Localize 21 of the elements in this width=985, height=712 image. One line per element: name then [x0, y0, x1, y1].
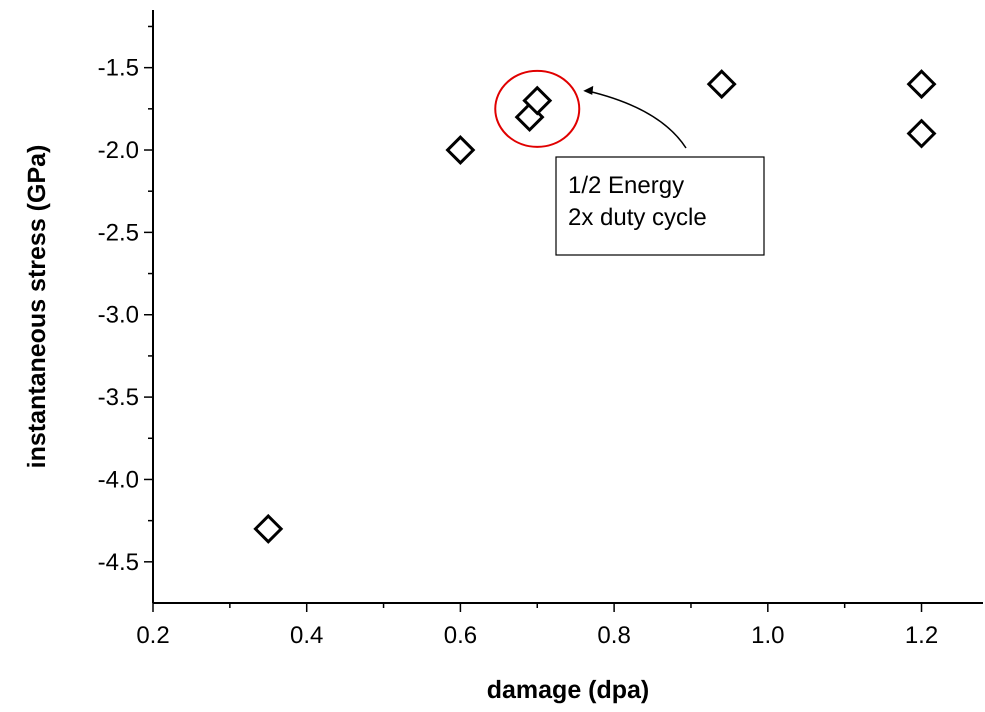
y-tick-label: -1.5	[98, 54, 139, 82]
point	[907, 119, 936, 148]
annotation: 1/2 Energy 2x duty cycle	[568, 172, 707, 231]
y-tick-label: -4.0	[98, 466, 139, 494]
x-tick-label: 0.8	[597, 622, 631, 649]
point	[707, 70, 736, 98]
x-tick-label: 0.2	[136, 622, 170, 649]
x-tick-label: 1.0	[751, 622, 784, 649]
x-tick-label: 0.6	[444, 622, 478, 649]
point	[907, 70, 936, 98]
y-tick-label: -4.5	[98, 548, 139, 576]
y-tick-label: -3.5	[98, 384, 139, 412]
point	[446, 136, 475, 164]
y-tick-label: -2.0	[98, 137, 139, 164]
x-tick-label: 0.4	[290, 622, 324, 649]
y-tick-label: -2.5	[98, 219, 139, 246]
y-tick-label: -3.0	[98, 302, 139, 329]
y-axis-title: instantaneous stress (GPa)	[23, 144, 51, 468]
x-tick-label: 1.2	[904, 622, 938, 649]
x-axis-title: damage (dpa)	[486, 676, 650, 704]
point	[254, 514, 283, 544]
